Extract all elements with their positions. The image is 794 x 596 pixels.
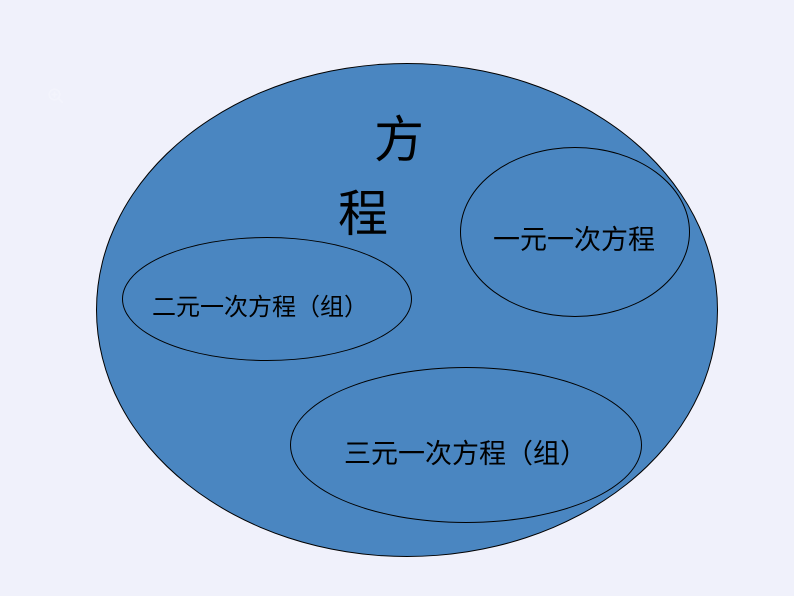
- title-char-2: 程: [338, 174, 388, 246]
- diagram-canvas: 方 程 一元一次方程 二元一次方程（组） 三元一次方程（组）: [0, 0, 794, 596]
- title-char-1: 方: [374, 100, 424, 172]
- sub-label-top-right: 一元一次方程: [493, 218, 655, 257]
- magnifier-icon: [47, 87, 65, 105]
- sub-label-bottom: 三元一次方程（组）: [344, 432, 587, 471]
- sub-label-left: 二元一次方程（组）: [152, 287, 368, 322]
